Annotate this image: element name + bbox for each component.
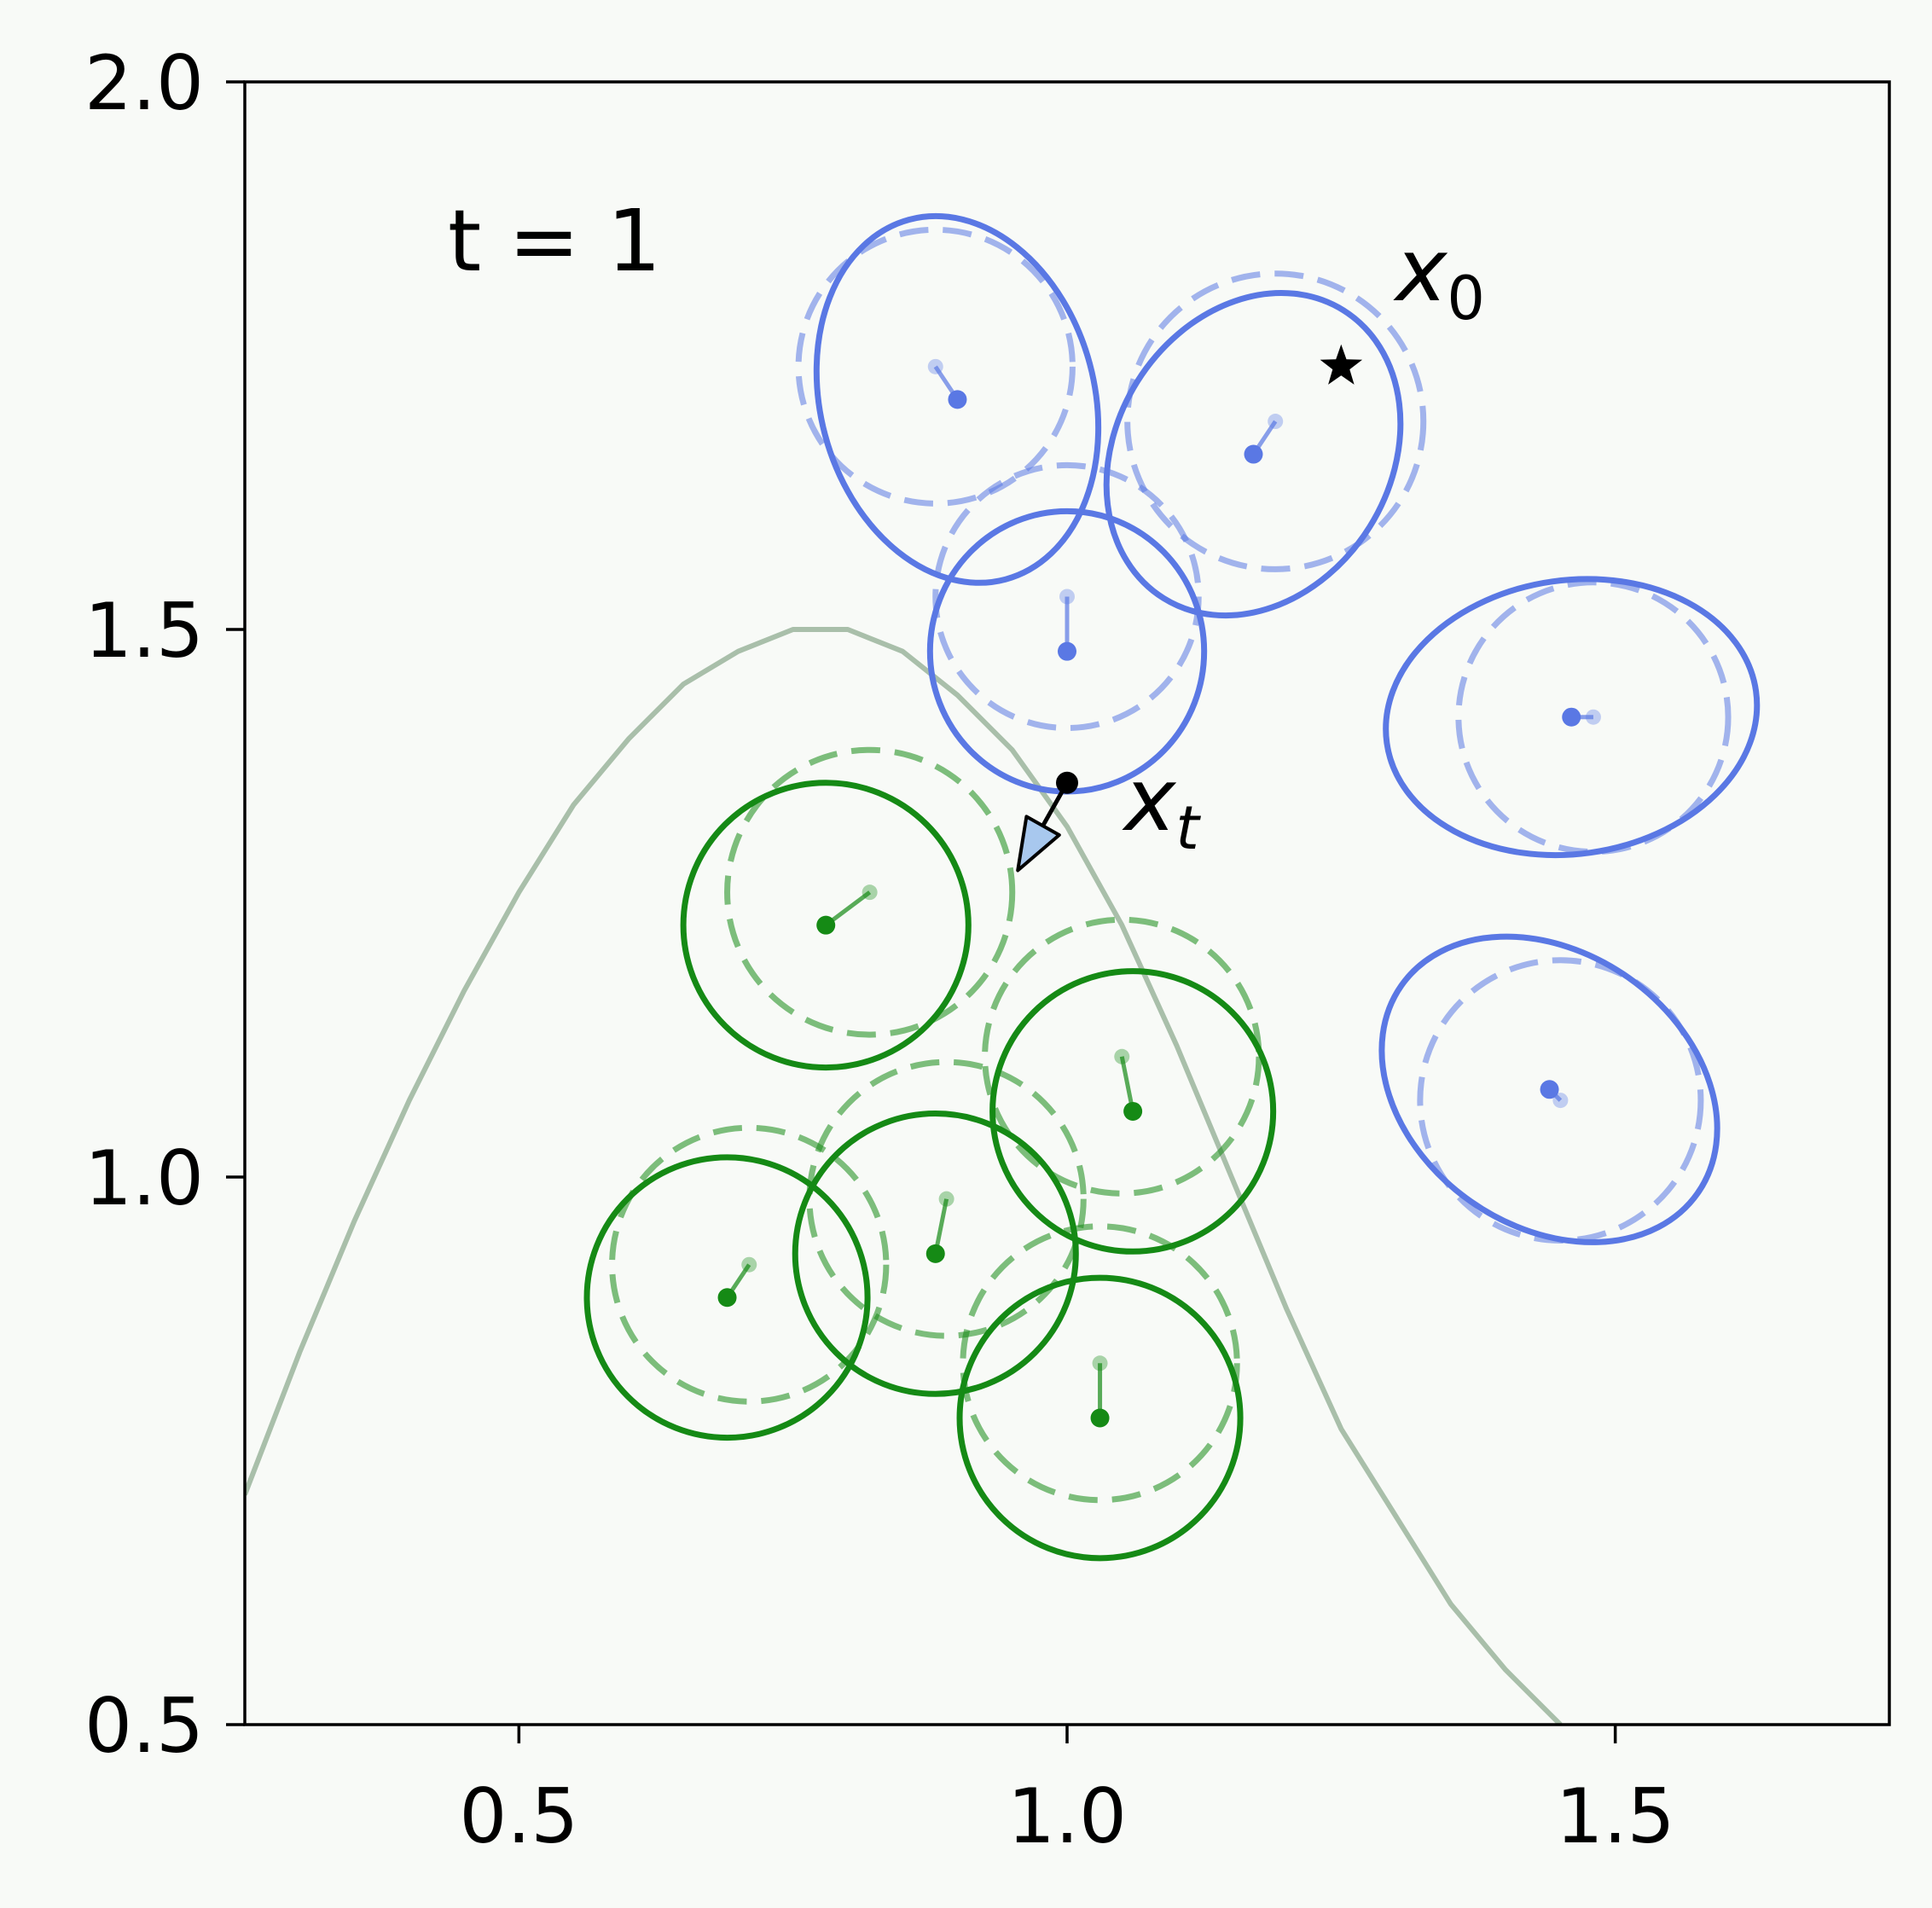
green-ellipse-4	[583, 1154, 871, 1441]
xt-point	[1056, 771, 1078, 794]
y-tick-label-1: 0.5	[84, 1682, 204, 1770]
green-previous-ellipse-4	[609, 1124, 890, 1405]
blue-ellipse-1	[813, 212, 1102, 586]
xt-arrow-head	[1016, 815, 1061, 873]
x-tick-label-3: 1.5	[1556, 1772, 1675, 1860]
green-previous-center-5	[1092, 1355, 1108, 1372]
axis-ticks: 0.5 1.0 1.5 0.5 1.0 1.5 2.0	[84, 39, 1675, 1860]
blue-ellipse-4	[1383, 576, 1761, 859]
green-previous-ellipse-3	[806, 1058, 1087, 1339]
blue-center-1	[948, 390, 967, 409]
y-tick-label-4: 2.0	[84, 39, 204, 127]
x0-label-subscript: 0	[1447, 264, 1485, 333]
green-previous-center-2	[1114, 1048, 1130, 1064]
blue-previous-ellipse-3	[932, 461, 1202, 732]
green-previous-center-1	[862, 884, 878, 901]
x-tick-label-2: 1.0	[1007, 1772, 1127, 1860]
green-center-1	[816, 915, 836, 935]
plot-content	[245, 212, 1761, 1725]
xt-label-subscript: t	[1175, 793, 1201, 863]
blue-center-5	[1540, 1080, 1559, 1099]
time-label: t = 1	[448, 191, 661, 291]
green-ellipse-2	[989, 968, 1277, 1255]
blue-previous-center-4	[1585, 709, 1601, 725]
green-center-3	[925, 1244, 945, 1263]
blue-center-3	[1058, 641, 1076, 661]
xt-label: xt	[1122, 750, 1201, 863]
blue-previous-ellipse-4	[1455, 579, 1732, 855]
green-ellipse-5	[956, 1274, 1244, 1562]
blue-center-4	[1562, 707, 1581, 727]
blue-previous-center-2	[1268, 414, 1284, 430]
blue-previous-ellipse-2	[1124, 270, 1427, 572]
green-previous-ellipse-5	[960, 1223, 1240, 1504]
background-curve	[245, 627, 1563, 1725]
xt-label-base: x	[1122, 750, 1177, 851]
blue-previous-center-5	[1552, 1093, 1569, 1109]
blue-center-2	[1244, 444, 1263, 464]
green-ellipse-3	[792, 1111, 1079, 1397]
blue-previous-center-1	[927, 358, 943, 374]
green-center-5	[1090, 1408, 1110, 1428]
green-center-4	[717, 1288, 737, 1308]
x0-star-marker	[1320, 344, 1363, 385]
y-tick-label-2: 1.0	[84, 1134, 204, 1222]
x0-label: x0	[1393, 220, 1485, 333]
green-previous-center-3	[938, 1191, 954, 1207]
blue-ellipse-2	[1103, 290, 1404, 619]
green-center-2	[1123, 1101, 1143, 1121]
blue-previous-center-3	[1059, 589, 1075, 605]
green-ellipse-1	[680, 780, 972, 1071]
blue-previous-ellipse-1	[795, 226, 1076, 507]
green-previous-center-4	[741, 1256, 757, 1273]
blue-ellipse-5	[1378, 933, 1720, 1245]
x0-label-base: x	[1393, 220, 1448, 322]
x-tick-label-1: 0.5	[459, 1772, 578, 1860]
green-previous-ellipse-1	[724, 746, 1016, 1038]
y-tick-label-3: 1.5	[84, 587, 204, 675]
plot-area	[245, 212, 1761, 1725]
